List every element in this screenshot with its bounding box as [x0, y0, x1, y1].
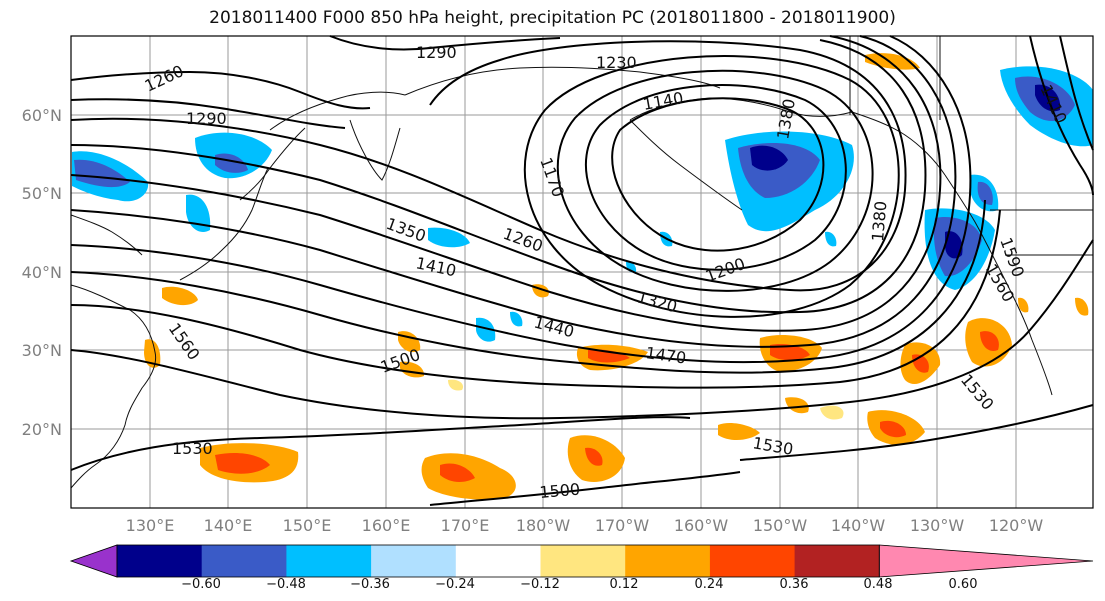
colorbar — [69, 544, 1094, 578]
colorbar-segment — [709, 545, 796, 577]
lon-label: 180°W — [516, 516, 571, 535]
graticule — [71, 36, 1093, 508]
contour-label: 1290 — [416, 43, 457, 62]
contour-label: 1380 — [868, 200, 890, 242]
contour-label: 1230 — [596, 53, 637, 72]
colorbar-segment — [455, 545, 542, 577]
colorbar-tick-label: −0.36 — [350, 577, 390, 592]
colorbar-segment — [625, 545, 711, 577]
colorbar-tick-label: 0.36 — [780, 577, 809, 592]
lat-label-50n: 50°N — [22, 184, 62, 203]
lon-label: 170°E — [441, 516, 490, 535]
lat-label-30n: 30°N — [22, 341, 62, 360]
colorbar-tick-labels: −0.60 −0.48 −0.36 −0.24 −0.12 0.12 0.24 … — [181, 577, 977, 592]
negative-precip-shading — [72, 66, 1093, 342]
lon-label: 170°W — [595, 516, 650, 535]
colorbar-tick-label: −0.60 — [181, 577, 221, 592]
colorbar-segment — [794, 545, 880, 577]
colorbar-tick-label: −0.48 — [266, 577, 306, 592]
contour-label: 1290 — [186, 109, 227, 128]
colorbar-segment — [286, 545, 372, 577]
longitude-labels: 130°E 140°E 150°E 160°E 170°E 180°W 170°… — [126, 516, 1044, 535]
contour-label: 1500 — [539, 480, 581, 502]
lon-label: 160°E — [362, 516, 411, 535]
lon-label: 160°W — [674, 516, 729, 535]
colorbar-extend-high — [878, 544, 1094, 578]
lon-label: 150°E — [283, 516, 332, 535]
colorbar-segment — [371, 545, 457, 577]
lat-label-40n: 40°N — [22, 263, 62, 282]
colorbar-tick-label: −0.24 — [435, 577, 475, 592]
colorbar-tick-label: 0.48 — [864, 577, 893, 592]
height-contours — [70, 35, 1094, 506]
colorbar-extend-low — [69, 544, 118, 578]
colorbar-tick-label: −0.12 — [520, 577, 560, 592]
colorbar-segment — [540, 545, 626, 577]
positive-precip-shading — [144, 53, 1089, 500]
colorbar-tick-label: 0.24 — [695, 577, 724, 592]
colorbar-tick-label: 0.60 — [949, 577, 978, 592]
lon-label: 140°E — [204, 516, 253, 535]
lat-label-60n: 60°N — [22, 106, 62, 125]
latitude-labels: 60°N 50°N 40°N 30°N 20°N — [22, 106, 62, 439]
lon-label: 130°W — [910, 516, 965, 535]
colorbar-tick-label: 0.12 — [610, 577, 639, 592]
lat-label-20n: 20°N — [22, 420, 62, 439]
lon-label: 120°W — [989, 516, 1044, 535]
colorbar-segment — [117, 545, 203, 577]
map-title: 2018011400 F000 850 hPa height, precipit… — [209, 8, 896, 28]
lon-label: 130°E — [126, 516, 175, 535]
colorbar-outline — [116, 544, 880, 578]
colorbar-segment — [201, 545, 287, 577]
contour-label: 1530 — [172, 439, 213, 458]
map-border — [70, 35, 1094, 509]
lon-label: 140°W — [831, 516, 886, 535]
lon-label: 150°W — [753, 516, 808, 535]
